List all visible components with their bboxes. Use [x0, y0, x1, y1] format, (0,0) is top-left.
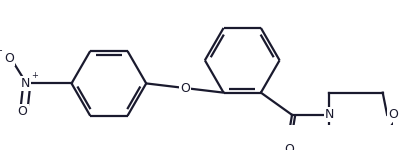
Text: O: O: [389, 108, 398, 121]
Text: -: -: [0, 45, 2, 56]
Text: O: O: [180, 82, 190, 94]
Text: O: O: [284, 143, 294, 150]
Text: N: N: [325, 108, 334, 121]
Text: O: O: [4, 52, 14, 65]
Text: O: O: [18, 105, 28, 118]
Text: +: +: [32, 71, 39, 80]
Text: N: N: [21, 77, 30, 90]
